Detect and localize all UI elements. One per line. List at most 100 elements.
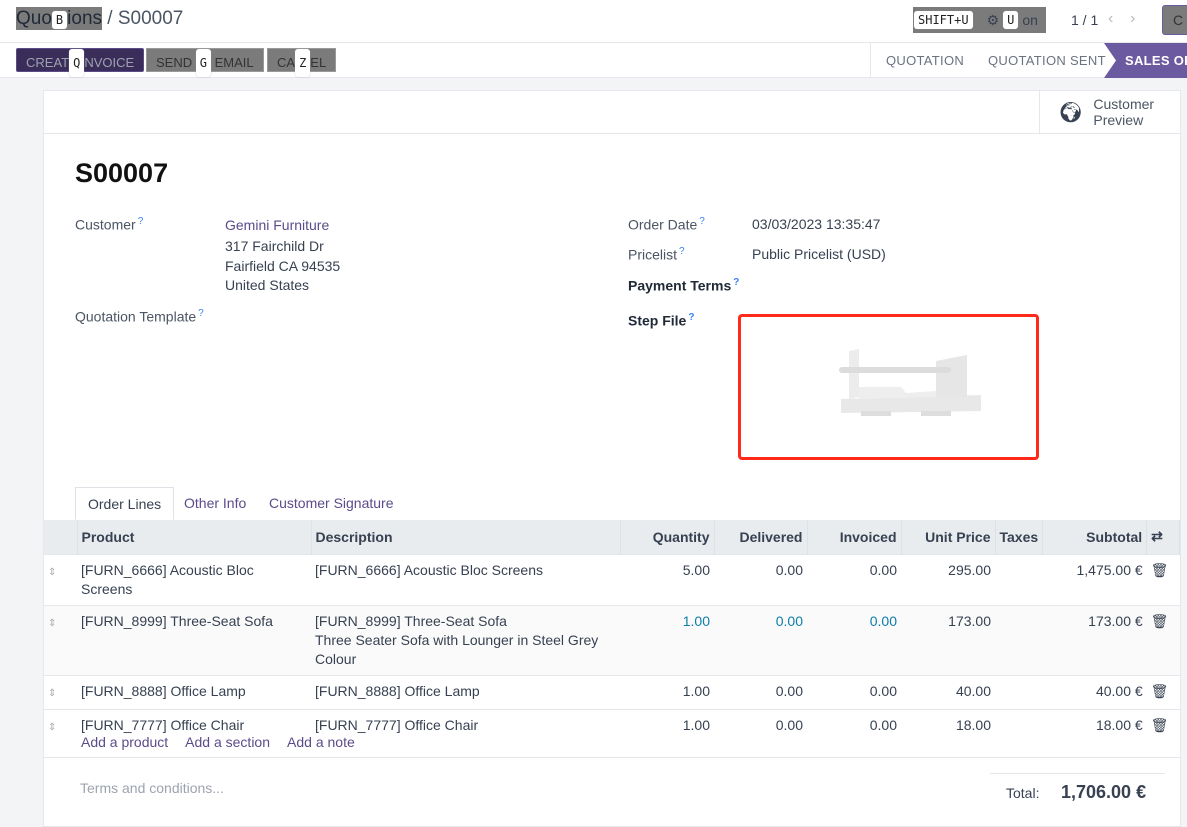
shortcut-hint: Z bbox=[295, 49, 311, 77]
col-unit-price[interactable]: Unit Price bbox=[901, 520, 996, 554]
quantity-cell: 1.00 bbox=[620, 708, 714, 743]
order-date-value[interactable]: 03/03/2023 13:35:47 bbox=[752, 216, 881, 232]
description-cell: [FURN_8999] Three-Seat Sofa Three Seater … bbox=[311, 604, 620, 675]
create-invoice-button[interactable]: CREAT Q NVOICE bbox=[16, 48, 145, 77]
chevron-left-icon[interactable]: ‹ bbox=[1108, 10, 1114, 27]
pager: 1 / 1 bbox=[1071, 12, 1099, 28]
trash-icon[interactable]: 🗑︎ bbox=[1146, 674, 1180, 709]
step-file-label: Step File? bbox=[628, 312, 695, 329]
shortcut-hint: G bbox=[195, 49, 211, 77]
table-row[interactable]: ⇕ [FURN_6666] Acoustic Bloc Screens [FURN_… bbox=[44, 553, 1180, 605]
step-file-viewer[interactable] bbox=[738, 314, 1039, 460]
invoiced-cell: 0.00 bbox=[807, 604, 901, 675]
customer-preview-button[interactable]: 🌍︎ Customer Preview bbox=[1039, 91, 1180, 133]
product-cell: [FURN_6666] Acoustic Bloc Screens bbox=[77, 553, 311, 605]
shortcut-hint: SHIFT+U bbox=[914, 11, 973, 29]
delivered-cell: 0.00 bbox=[714, 604, 807, 675]
col-invoiced[interactable]: Invoiced bbox=[807, 520, 902, 554]
add-line-links: Add a product Add a section Add a note bbox=[81, 734, 355, 750]
pricelist-value[interactable]: Public Pricelist (USD) bbox=[752, 246, 886, 262]
col-description[interactable]: Description bbox=[311, 520, 621, 554]
customer-label: Customer? bbox=[75, 216, 144, 233]
order-date-label: Order Date? bbox=[628, 216, 705, 233]
taxes-cell bbox=[995, 553, 1043, 605]
description-line: [FURN_8999] Three-Seat Sofa bbox=[315, 612, 507, 629]
column-settings-icon[interactable]: ⇄ bbox=[1146, 520, 1180, 554]
send-email-button[interactable]: SEND G EMAIL bbox=[146, 48, 264, 77]
subtotal-cell: 40.00 € bbox=[1042, 674, 1147, 709]
trash-icon[interactable]: 🗑︎ bbox=[1146, 708, 1180, 743]
drag-handle-icon[interactable]: ⇕ bbox=[44, 674, 77, 709]
invoiced-cell: 0.00 bbox=[807, 708, 901, 743]
customer-preview-label: Customer Preview bbox=[1093, 96, 1155, 128]
drag-handle-icon[interactable]: ⇕ bbox=[44, 604, 77, 675]
taxes-cell bbox=[995, 604, 1043, 675]
product-cell: [FURN_7777] Office Chair bbox=[77, 708, 311, 743]
address-line: Fairfield CA 94535 bbox=[225, 258, 341, 274]
table-row[interactable]: ⇕ [FURN_8888] Office Lamp [FURN_8888] Offi… bbox=[44, 674, 1180, 709]
shortcut-hint: Q bbox=[69, 49, 85, 77]
cancel-button[interactable]: CA Z EL bbox=[267, 48, 337, 77]
trash-icon[interactable]: 🗑︎ bbox=[1146, 604, 1180, 675]
create-button[interactable]: C bbox=[1162, 5, 1187, 35]
stage-sales-order[interactable]: SALES ORDER bbox=[1104, 43, 1187, 78]
tab-other-info[interactable]: Other Info bbox=[184, 495, 247, 511]
chevron-right-icon[interactable]: › bbox=[1130, 10, 1136, 27]
subtotal-cell: 1,475.00 € bbox=[1042, 553, 1147, 605]
trash-icon[interactable]: 🗑︎ bbox=[1146, 553, 1180, 605]
payment-terms-label: Payment Terms? bbox=[628, 277, 740, 294]
record-title: S00007 bbox=[75, 158, 169, 188]
quantity-cell: 1.00 bbox=[620, 674, 714, 709]
col-delivered[interactable]: Delivered bbox=[714, 520, 808, 554]
gear-icon: ⚙ bbox=[986, 11, 1000, 28]
pricelist-label: Pricelist? bbox=[628, 246, 685, 263]
tab-customer-signature[interactable]: Customer Signature bbox=[269, 495, 394, 511]
stage-quotation[interactable]: QUOTATION bbox=[886, 53, 965, 68]
3d-model-preview bbox=[839, 349, 981, 416]
delivered-cell: 0.00 bbox=[714, 674, 807, 709]
taxes-cell bbox=[995, 674, 1043, 709]
description-cell: [FURN_8888] Office Lamp bbox=[311, 674, 620, 709]
subtotal-cell: 18.00 € bbox=[1042, 708, 1147, 743]
customer-link[interactable]: Gemini Furniture bbox=[225, 217, 330, 233]
add-product-link[interactable]: Add a product bbox=[81, 734, 169, 750]
drag-handle-icon[interactable]: ⇕ bbox=[44, 708, 77, 743]
tab-order-lines[interactable]: Order Lines bbox=[75, 487, 175, 520]
add-note-link[interactable]: Add a note bbox=[287, 734, 355, 750]
order-lines-table: Product Description Quantity Delivered I… bbox=[44, 520, 1180, 743]
col-subtotal[interactable]: Subtotal bbox=[1042, 520, 1148, 554]
delivered-cell: 0.00 bbox=[714, 553, 807, 605]
col-quantity[interactable]: Quantity bbox=[620, 520, 715, 554]
table-header: Product Description Quantity Delivered I… bbox=[44, 520, 1180, 554]
col-product[interactable]: Product bbox=[77, 520, 312, 554]
address-line: 317 Fairchild Dr bbox=[225, 238, 324, 254]
unit-price-cell: 173.00 bbox=[901, 604, 995, 675]
product-cell: [FURN_8888] Office Lamp bbox=[77, 674, 311, 709]
stage-quotation-sent[interactable]: QUOTATION SENT bbox=[988, 53, 1106, 68]
unit-price-cell: 40.00 bbox=[901, 674, 995, 709]
address-line: United States bbox=[225, 277, 310, 293]
table-row[interactable]: ⇕ [FURN_8999] Three-Seat Sofa [FURN_8999] … bbox=[44, 604, 1180, 675]
description-cell: [FURN_7777] Office Chair bbox=[311, 708, 620, 743]
product-cell: [FURN_8999] Three-Seat Sofa bbox=[77, 604, 311, 675]
delivered-cell: 0.00 bbox=[714, 708, 807, 743]
taxes-cell bbox=[995, 708, 1043, 743]
description-line: [FURN_8888] Office Lamp bbox=[315, 682, 480, 699]
description-detail: Three Seater Sofa with Lounger in Steel … bbox=[315, 631, 599, 667]
unit-price-cell: 18.00 bbox=[901, 708, 995, 743]
description-cell: [FURN_6666] Acoustic Bloc Screens bbox=[311, 553, 620, 605]
quotation-template-label: Quotation Template? bbox=[75, 308, 204, 325]
terms-input[interactable]: Terms and conditions... bbox=[80, 780, 224, 796]
invoiced-cell: 0.00 bbox=[807, 553, 901, 605]
subtotal-cell: 173.00 € bbox=[1042, 604, 1147, 675]
col-taxes[interactable]: Taxes bbox=[995, 520, 1044, 554]
add-section-link[interactable]: Add a section bbox=[185, 734, 271, 750]
shortcut-hint: U bbox=[1003, 11, 1019, 29]
total-label: Total: bbox=[1006, 785, 1040, 801]
total-value: 1,706.00 € bbox=[1061, 782, 1147, 802]
table-row[interactable]: ⇕ [FURN_7777] Office Chair [FURN_7777] Off… bbox=[44, 708, 1180, 743]
drag-handle-icon[interactable]: ⇕ bbox=[44, 553, 77, 605]
